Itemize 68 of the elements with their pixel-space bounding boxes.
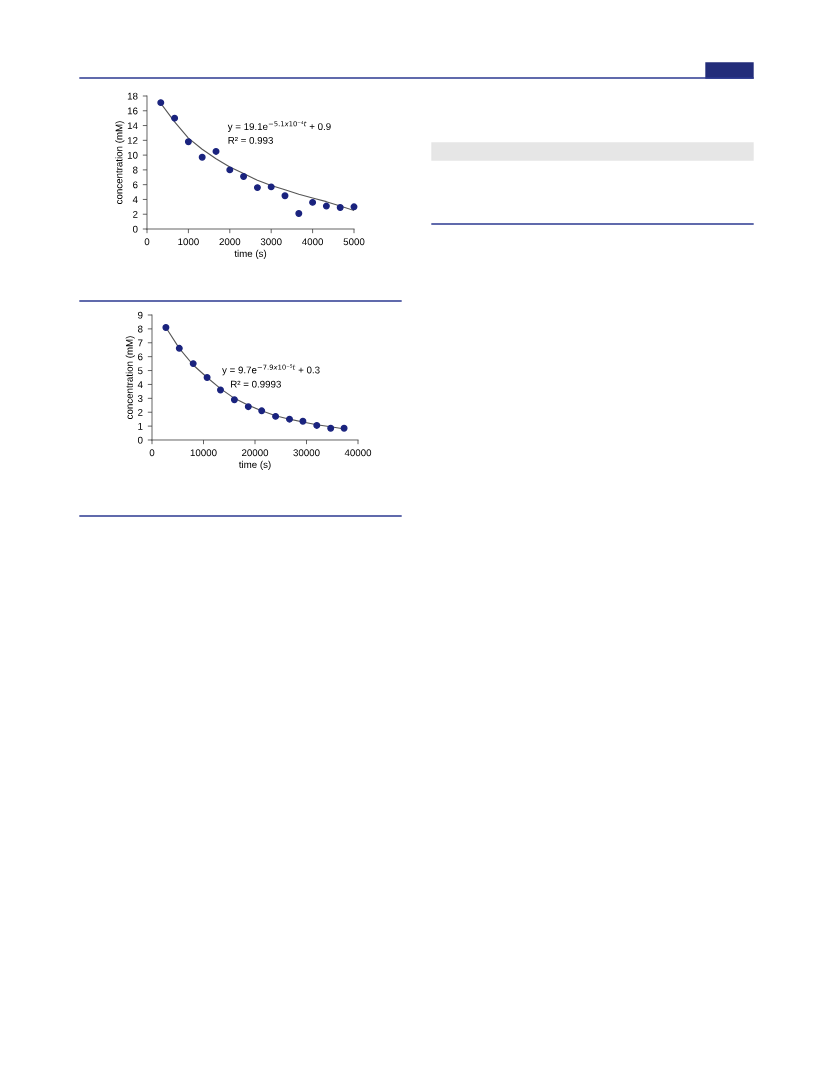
x-axis-title: time (s): [234, 249, 267, 259]
y-tick-label: 10: [127, 151, 138, 159]
y-tick-label: 1: [138, 422, 143, 430]
x-tick-label: 30000: [293, 449, 320, 457]
y-tick-label: 7: [138, 339, 143, 347]
annotation: R² = 0.9993: [231, 380, 281, 388]
x-tick-label: 0: [149, 449, 155, 457]
point: [281, 192, 289, 200]
y-tick-label: 16: [127, 107, 138, 115]
y-tick-label: 8: [132, 166, 138, 174]
y-axis-title: concentration (mM): [125, 336, 135, 419]
point: [350, 203, 358, 211]
point: [272, 412, 280, 420]
point: [184, 138, 192, 146]
point: [171, 114, 179, 122]
point: [313, 421, 321, 429]
x-tick-label: 2000: [219, 238, 241, 246]
y-tick-label: 6: [138, 353, 143, 361]
y-axis-title: concentration (mM): [115, 121, 125, 204]
point: [309, 198, 317, 206]
x-tick-label: 10000: [190, 449, 217, 457]
y-tick-label: 4: [137, 381, 143, 388]
x-tick-label: 1000: [178, 238, 199, 246]
y-tick-label: 0: [137, 436, 143, 444]
point: [157, 99, 165, 107]
point: [240, 173, 248, 181]
x-tick-label: 40000: [344, 449, 372, 457]
y-tick-label: 2: [133, 210, 138, 218]
point: [230, 396, 238, 404]
point: [198, 153, 206, 161]
point: [336, 204, 344, 212]
point: [244, 403, 252, 411]
point: [286, 415, 293, 423]
point: [226, 166, 234, 174]
point: [217, 386, 224, 394]
annotation: y = 19.1e$^{−5.1x10⁻⁴t}$ + 0.9: [227, 121, 331, 132]
point: [327, 424, 335, 432]
y-tick-label: 12: [127, 137, 138, 144]
x-tick-label: 5000: [343, 238, 365, 246]
point: [162, 324, 170, 331]
y-tick-label: 0: [132, 225, 138, 233]
y-tick-label: 2: [138, 408, 143, 416]
x-tick-label: 3000: [260, 238, 282, 246]
point: [258, 407, 266, 415]
point: [295, 210, 303, 217]
y-tick-label: 4: [132, 196, 138, 203]
y-tick-label: 3: [137, 395, 143, 402]
x-axis-title: time (s): [238, 460, 271, 470]
x-tick-label: 0: [144, 238, 150, 246]
x-tick-label: 20000: [241, 449, 269, 457]
annotation: R² = 0.993: [228, 136, 273, 144]
y-tick-label: 9: [138, 311, 143, 319]
y-tick-label: 5: [137, 367, 143, 375]
point: [189, 360, 197, 368]
point: [322, 202, 330, 210]
annotation: y = 9.7e$^{−7.9x10⁻⁵t}$ + 0.3: [222, 364, 320, 376]
y-tick-label: 18: [127, 92, 138, 100]
point: [267, 183, 275, 191]
y-tick-label: 14: [127, 122, 138, 130]
point: [175, 344, 183, 352]
point: [203, 374, 211, 381]
point: [212, 147, 220, 155]
x-tick-label: 4000: [302, 238, 324, 246]
y-tick-label: 8: [137, 325, 143, 333]
point: [340, 424, 348, 432]
y-tick-label: 6: [133, 181, 138, 189]
point: [253, 184, 261, 192]
point: [299, 417, 307, 425]
